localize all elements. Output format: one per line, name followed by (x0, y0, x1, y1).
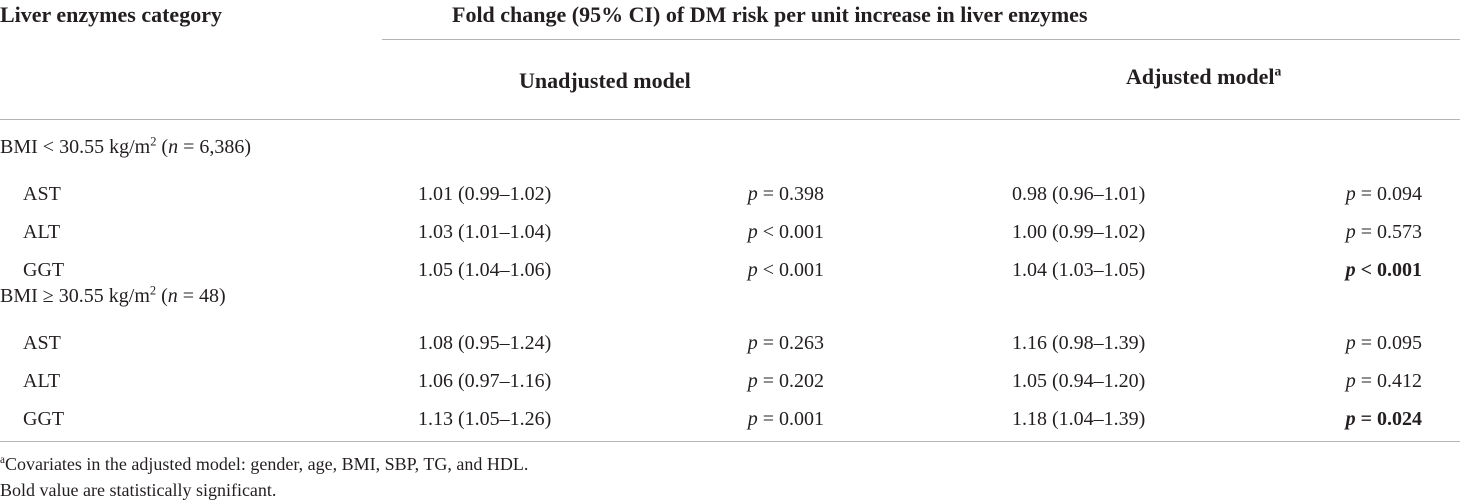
p-value-text: < 0.001 (757, 259, 824, 281)
adjusted-p-value: p = 0.573 (1222, 222, 1422, 242)
p-value-text: = 0.263 (757, 332, 824, 354)
p-value-text: = 0.202 (757, 370, 824, 392)
group-label-text: BMI ≥ 30.55 kg/m (0, 285, 150, 307)
p-value-text: < 0.001 (1355, 259, 1422, 281)
group-label-superscript: 2 (149, 283, 157, 298)
adjusted-ci: 1.18 (1.04–1.39) (1012, 408, 1146, 430)
enzyme-name: AST (23, 332, 61, 354)
p-symbol: p (747, 183, 758, 205)
group-label-paren: ( (156, 285, 168, 307)
p-value-text: = 0.024 (1355, 408, 1422, 430)
adjusted-p-value: p = 0.095 (1222, 333, 1422, 353)
adjusted-ci: 1.05 (0.94–1.20) (1012, 370, 1146, 392)
enzyme-name: GGT (23, 259, 65, 281)
p-value-text: = 0.398 (757, 183, 824, 205)
unadjusted-ci: 1.03 (1.01–1.04) (418, 221, 552, 243)
adjusted-ci: 1.16 (0.98–1.39) (1012, 332, 1146, 354)
p-symbol: p (1345, 221, 1356, 243)
category-column-header: Liver enzymes category (0, 2, 222, 27)
p-symbol: p (747, 332, 758, 354)
fold-change-header: Fold change (95% CI) of DM risk per unit… (452, 2, 1088, 27)
group-label-count: = 48) (177, 285, 226, 307)
p-value-text: = 0.095 (1355, 332, 1422, 354)
group-label-n: n (168, 136, 179, 158)
adjusted-p-value: p = 0.412 (1222, 371, 1422, 391)
enzyme-name: AST (23, 183, 61, 205)
p-symbol: p (747, 408, 758, 430)
p-symbol: p (1345, 259, 1356, 281)
unadjusted-p-value: p = 0.398 (624, 184, 824, 204)
table-bottom-rule (0, 441, 1460, 442)
unadjusted-ci: 1.13 (1.05–1.26) (418, 408, 552, 430)
enzyme-name: ALT (23, 221, 61, 243)
bold-significance-footnote: Bold value are statistically significant… (0, 480, 277, 500)
unadjusted-p-value: p = 0.263 (624, 333, 824, 353)
adjusted-model-label: Adjusted model (1126, 64, 1275, 89)
p-value-text: < 0.001 (757, 221, 824, 243)
unadjusted-ci: 1.08 (0.95–1.24) (418, 332, 552, 354)
header-sub-rule (382, 39, 1460, 40)
p-symbol: p (747, 221, 758, 243)
group-label: BMI ≥ 30.55 kg/m2 (n = 48) (0, 283, 226, 307)
adjusted-model-header: Adjusted modela (1126, 63, 1282, 89)
group-label-n: n (167, 285, 178, 307)
group-label-paren: ( (156, 136, 169, 158)
footnote-marker: a (0, 454, 5, 466)
p-symbol: p (1345, 370, 1356, 392)
adjusted-ci: 0.98 (0.96–1.01) (1012, 183, 1146, 205)
group-label-superscript: 2 (150, 134, 157, 149)
p-value-text: = 0.094 (1355, 183, 1422, 205)
enzyme-name: ALT (23, 370, 61, 392)
adjusted-ci: 1.00 (0.99–1.02) (1012, 221, 1146, 243)
group-label-text: BMI < 30.55 kg/m (0, 136, 151, 158)
enzyme-name: GGT (23, 408, 65, 430)
unadjusted-ci: 1.05 (1.04–1.06) (418, 259, 552, 281)
p-symbol: p (1345, 183, 1356, 205)
p-symbol: p (1345, 408, 1356, 430)
adjusted-p-value: p < 0.001 (1222, 260, 1422, 280)
adjusted-footnote-marker: a (1274, 63, 1282, 79)
p-value-text: = 0.412 (1355, 370, 1422, 392)
p-value-text: = 0.001 (757, 408, 824, 430)
unadjusted-p-value: p = 0.001 (624, 409, 824, 429)
p-symbol: p (747, 259, 758, 281)
unadjusted-model-header: Unadjusted model (519, 68, 691, 93)
unadjusted-p-value: p = 0.202 (624, 371, 824, 391)
adjusted-p-value: p = 0.024 (1222, 409, 1422, 429)
group-label-count: = 6,386) (178, 136, 252, 158)
group-label: BMI < 30.55 kg/m2 (n = 6,386) (0, 134, 252, 158)
p-symbol: p (1345, 332, 1356, 354)
unadjusted-ci: 1.06 (0.97–1.16) (418, 370, 552, 392)
adjusted-p-value: p = 0.094 (1222, 184, 1422, 204)
covariates-footnote: aCovariates in the adjusted model: gende… (0, 454, 529, 474)
p-symbol: p (747, 370, 758, 392)
header-bottom-rule (0, 119, 1460, 120)
p-value-text: = 0.573 (1355, 221, 1422, 243)
unadjusted-p-value: p < 0.001 (624, 260, 824, 280)
adjusted-ci: 1.04 (1.03–1.05) (1012, 259, 1146, 281)
covariates-footnote-text: Covariates in the adjusted model: gender… (4, 454, 529, 474)
unadjusted-p-value: p < 0.001 (624, 222, 824, 242)
unadjusted-ci: 1.01 (0.99–1.02) (418, 183, 552, 205)
